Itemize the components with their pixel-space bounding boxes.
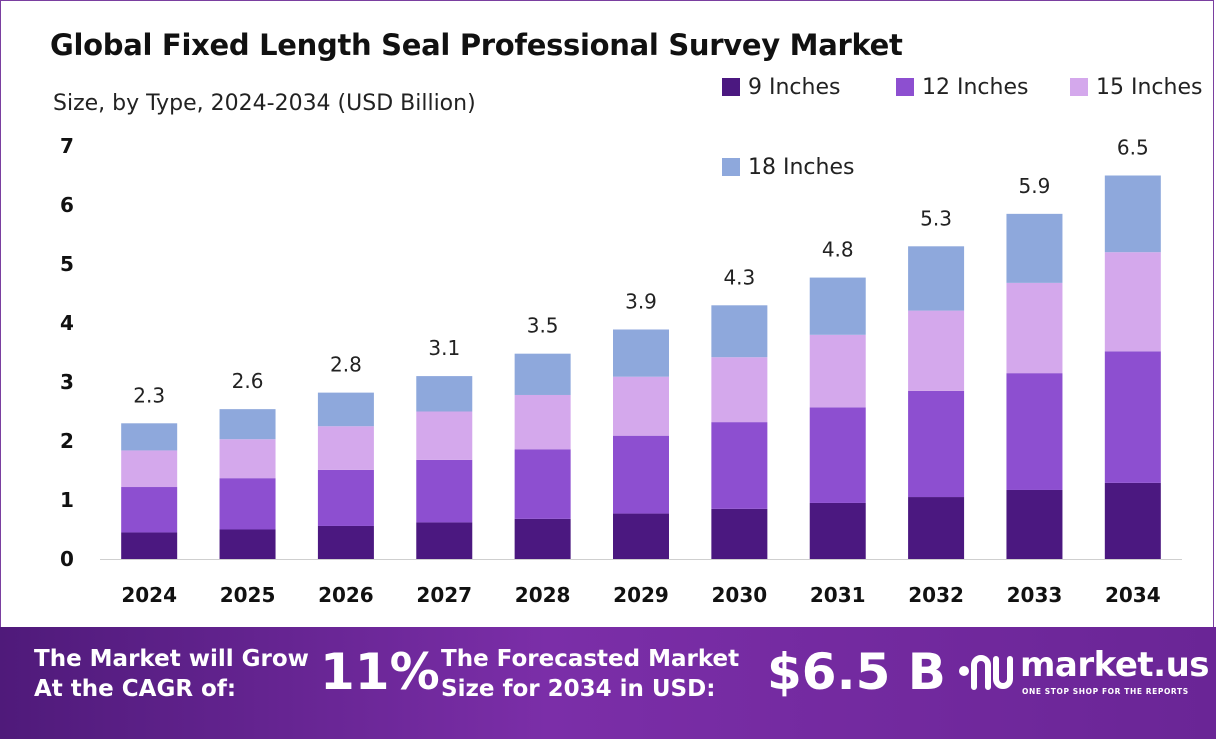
y-tick-label: 2 xyxy=(60,429,74,453)
cagr-label-line2: At the CAGR of: xyxy=(34,676,237,702)
legend-swatch-12-inches xyxy=(896,78,914,96)
bar-segment-9-inches xyxy=(416,522,473,559)
y-tick-label: 5 xyxy=(60,252,74,276)
bar-total-label: 5.9 xyxy=(1019,174,1051,198)
bar-total-label: 4.3 xyxy=(723,265,755,289)
bar-segment-9-inches xyxy=(121,532,178,559)
bar-segment-15-inches xyxy=(908,310,965,391)
bar-segment-18-inches xyxy=(514,353,571,395)
chart-title: Global Fixed Length Seal Professional Su… xyxy=(50,28,903,62)
bar-segment-15-inches xyxy=(416,411,473,460)
bar-segment-9-inches xyxy=(613,513,669,559)
x-tick-label: 2026 xyxy=(318,583,374,607)
bar-segment-18-inches xyxy=(1104,175,1161,253)
bar-segment-9-inches xyxy=(219,529,276,559)
bar-total-label: 2.3 xyxy=(133,383,165,407)
bar-segment-15-inches xyxy=(613,376,669,436)
forecast-label-line2: Size for 2034 in USD: xyxy=(441,676,716,702)
x-tick-label: 2033 xyxy=(1007,583,1063,607)
legend-item-9-inches: 9 Inches xyxy=(722,74,840,100)
x-tick-label: 2029 xyxy=(613,583,669,607)
bar-segment-18-inches xyxy=(1006,213,1063,283)
legend-label-18-inches: 18 Inches xyxy=(748,154,855,180)
bar-segment-9-inches xyxy=(514,518,571,559)
x-tick-label: 2025 xyxy=(220,583,276,607)
legend-item-15-inches: 15 Inches xyxy=(1070,74,1202,100)
bar-segment-12-inches xyxy=(613,435,669,514)
bar-segment-12-inches xyxy=(1006,373,1063,490)
bar-segment-12-inches xyxy=(711,422,768,509)
x-tick-label: 2028 xyxy=(515,583,571,607)
bar-segment-12-inches xyxy=(1104,351,1161,483)
bar-segment-15-inches xyxy=(711,357,768,423)
bar-segment-12-inches xyxy=(514,449,571,519)
bar-total-label: 4.8 xyxy=(822,238,854,262)
legend-swatch-15-inches xyxy=(1070,78,1088,96)
cagr-label-line1: The Market will Grow xyxy=(34,646,309,672)
brand-name: market.us xyxy=(1020,645,1210,685)
x-tick-label: 2027 xyxy=(416,583,472,607)
bar-segment-18-inches xyxy=(908,246,965,311)
bar-segment-18-inches xyxy=(317,392,374,427)
chart-subtitle: Size, by Type, 2024-2034 (USD Billion) xyxy=(53,91,476,116)
legend-item-18-inches: 18 Inches xyxy=(722,154,854,180)
bar-segment-15-inches xyxy=(1104,252,1161,352)
bar-segment-12-inches xyxy=(908,390,965,498)
bar-segment-18-inches xyxy=(613,329,669,377)
bar-segment-9-inches xyxy=(908,497,965,559)
bar-total-label: 3.1 xyxy=(428,336,460,360)
y-tick-label: 7 xyxy=(60,134,74,158)
bar-segment-12-inches xyxy=(809,407,866,503)
legend-label-9-inches: 9 Inches xyxy=(748,74,841,100)
x-tick-label: 2030 xyxy=(712,583,768,607)
market-us-logo-icon xyxy=(959,655,1013,690)
legend-swatch-9-inches xyxy=(722,78,740,96)
bar-total-label: 3.9 xyxy=(625,289,657,313)
bar-segment-9-inches xyxy=(1104,482,1161,559)
forecast-label-line1: The Forecasted Market xyxy=(441,646,740,672)
forecast-value: $6.5 B xyxy=(767,643,946,701)
bar-segment-9-inches xyxy=(1006,489,1063,559)
bar-segment-15-inches xyxy=(317,426,374,470)
y-tick-label: 1 xyxy=(60,488,74,512)
cagr-value: 11% xyxy=(320,643,440,701)
legend-swatch-18-inches xyxy=(722,158,740,176)
bar-segment-9-inches xyxy=(809,502,866,559)
legend-label-12-inches: 12 Inches xyxy=(922,74,1029,100)
bar-segment-12-inches xyxy=(416,459,473,523)
bar-total-label: 5.3 xyxy=(920,206,952,230)
bar-segment-12-inches xyxy=(219,478,276,530)
y-tick-label: 4 xyxy=(60,311,74,335)
bar-total-label: 3.5 xyxy=(527,314,559,338)
x-tick-label: 2031 xyxy=(810,583,866,607)
bar-total-label: 2.6 xyxy=(232,369,264,393)
bar-total-label: 2.8 xyxy=(330,353,362,377)
y-tick-label: 3 xyxy=(60,370,74,394)
footer-banner: The Market will Grow At the CAGR of: 11%… xyxy=(0,627,1216,739)
bar-segment-18-inches xyxy=(219,409,276,440)
bar-segment-18-inches xyxy=(711,305,768,358)
x-tick-label: 2032 xyxy=(908,583,964,607)
x-tick-label: 2024 xyxy=(121,583,177,607)
brand-tagline: ONE STOP SHOP FOR THE REPORTS xyxy=(1022,687,1189,696)
bar-segment-15-inches xyxy=(121,450,178,488)
x-tick-label: 2034 xyxy=(1105,583,1161,607)
bar-segment-18-inches xyxy=(809,277,866,335)
bar-segment-9-inches xyxy=(711,508,768,559)
bar-segment-15-inches xyxy=(1006,282,1063,374)
bar-segment-15-inches xyxy=(219,439,276,479)
bar-segment-9-inches xyxy=(317,525,374,559)
bar-segment-12-inches xyxy=(121,487,178,533)
stacked-bar-chart: 0 1 2 3 4 5 6 7 2.3 2024 2.6 2025 2.8 2026 3.1 2027 3.5 2… xyxy=(60,134,1182,607)
bar-segment-12-inches xyxy=(317,469,374,526)
bar-segment-18-inches xyxy=(416,376,473,412)
y-tick-label: 6 xyxy=(60,193,74,217)
bar-total-label: 6.5 xyxy=(1117,136,1149,160)
bar-segment-15-inches xyxy=(514,394,571,450)
bar-segment-18-inches xyxy=(121,423,178,451)
legend-item-12-inches: 12 Inches xyxy=(896,74,1028,100)
legend-label-15-inches: 15 Inches xyxy=(1096,74,1203,100)
y-tick-label: 0 xyxy=(60,547,74,571)
bar-segment-15-inches xyxy=(809,334,866,408)
